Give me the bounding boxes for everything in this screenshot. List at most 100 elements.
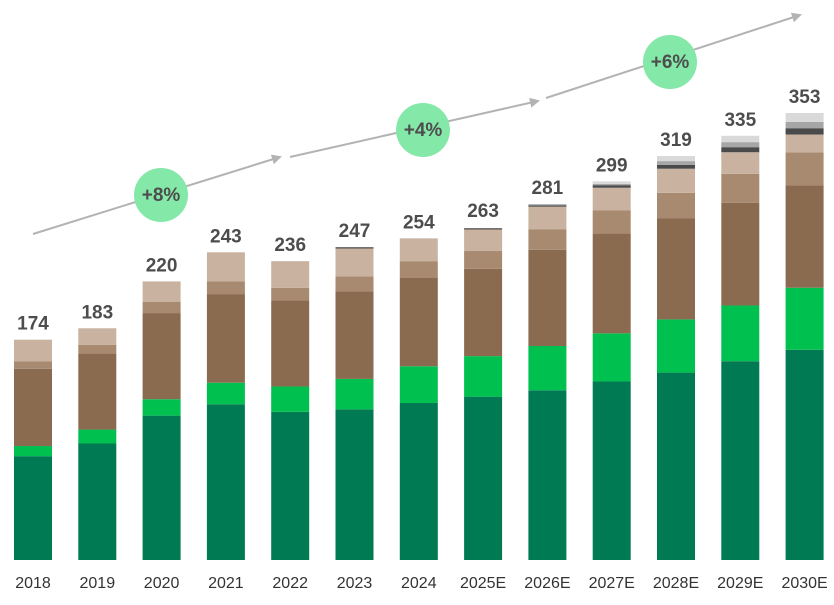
bar-segment <box>206 252 245 282</box>
bar-segment <box>528 390 567 560</box>
bar-segment <box>528 229 567 250</box>
total-label: 263 <box>467 201 499 222</box>
bar-segment <box>785 113 824 122</box>
bar-segment <box>528 204 567 206</box>
bar-segment <box>206 404 245 560</box>
bar-segment <box>657 161 695 165</box>
bar-segment <box>657 319 695 373</box>
bar-segment <box>206 382 245 405</box>
bar-segment <box>721 305 760 362</box>
total-label: 236 <box>274 235 306 256</box>
total-label: 353 <box>789 87 821 108</box>
bar-segment <box>464 228 503 230</box>
bar-segment <box>785 128 824 135</box>
bar-segment <box>14 456 52 560</box>
bar-segment <box>271 300 310 387</box>
bar-segment <box>335 276 374 292</box>
bar-segment <box>592 233 631 334</box>
bar-segment <box>399 261 438 278</box>
bar-segment <box>399 277 438 367</box>
bar-segment <box>592 381 631 560</box>
x-tick-label: 2018 <box>15 575 51 592</box>
bar-segment <box>78 443 117 560</box>
total-label: 183 <box>81 302 113 323</box>
growth-label: +8% <box>142 185 181 206</box>
bar-segment <box>142 281 181 302</box>
bar-segment <box>721 173 760 203</box>
bar-segment <box>592 210 631 234</box>
x-tick-label: 2023 <box>337 575 373 592</box>
bar-segment <box>335 378 374 410</box>
bar-segment <box>528 249 567 346</box>
x-tick-label: 2019 <box>80 575 116 592</box>
bar-segment <box>721 142 760 148</box>
total-label: 319 <box>660 130 692 151</box>
bar-segment <box>464 268 503 357</box>
bar-segment <box>335 248 374 277</box>
bar-segment <box>721 135 760 143</box>
bar-segment <box>657 156 695 162</box>
total-label: 247 <box>339 221 371 242</box>
bar-segment <box>142 301 181 314</box>
x-tick-label: 2024 <box>401 575 437 592</box>
bar-segment <box>78 344 117 354</box>
bar-segment <box>271 386 310 412</box>
x-tick-label: 2022 <box>272 575 308 592</box>
x-tick-label: 2025E <box>460 575 506 592</box>
bar-segment <box>657 192 695 219</box>
bar-segment <box>657 164 695 169</box>
x-tick-label: 2028E <box>653 575 699 592</box>
bar-segment <box>785 349 824 560</box>
bar-segment <box>206 294 245 383</box>
total-label: 243 <box>210 226 242 247</box>
x-tick-label: 2029E <box>717 575 763 592</box>
total-label: 335 <box>724 110 756 131</box>
bar-segment <box>464 396 503 560</box>
badge <box>643 35 697 89</box>
bar-segment <box>78 328 117 345</box>
bars: 174 2018 183 2019 220 2020 243 2021 236 2022 247 20… <box>14 87 828 592</box>
bar-segment <box>14 368 52 447</box>
growth-badges: +8% +4% +6% <box>134 35 697 222</box>
bar-segment <box>14 339 52 362</box>
bar-segment <box>785 152 824 186</box>
bar-segment <box>592 187 631 211</box>
x-tick-label: 2026E <box>524 575 570 592</box>
bar-segment <box>78 429 117 444</box>
bar-segment <box>142 313 181 400</box>
x-tick-label: 2020 <box>144 575 180 592</box>
bar-segment <box>528 345 567 391</box>
total-label: 254 <box>403 212 435 233</box>
total-label: 174 <box>17 314 49 335</box>
bar-segment <box>142 399 181 416</box>
growth-label: +4% <box>404 120 443 141</box>
x-tick-label: 2027E <box>589 575 635 592</box>
bar-segment <box>271 411 310 560</box>
bar-segment <box>592 181 631 184</box>
bar-segment <box>78 353 117 430</box>
badge <box>396 103 450 157</box>
bar-segment <box>657 372 695 560</box>
bar-segment <box>592 183 631 186</box>
bar-segment <box>785 134 824 153</box>
bar-segment <box>335 409 374 560</box>
bar-segment <box>464 356 503 397</box>
bar-segment <box>592 333 631 382</box>
bar-segment <box>271 287 310 301</box>
bar-segment <box>271 261 310 288</box>
bar-segment <box>528 206 567 230</box>
bar-segment <box>464 251 503 269</box>
bar-segment <box>785 287 824 350</box>
badge <box>134 168 188 222</box>
total-label: 220 <box>146 255 178 276</box>
bar-segment <box>721 202 760 306</box>
bar-segment <box>399 366 438 403</box>
bar-segment <box>721 147 760 153</box>
bar-segment <box>528 205 567 207</box>
bar-segment <box>464 229 503 252</box>
growth-label: +6% <box>651 52 690 73</box>
bar-segment <box>206 281 245 295</box>
bar-segment <box>335 291 374 379</box>
